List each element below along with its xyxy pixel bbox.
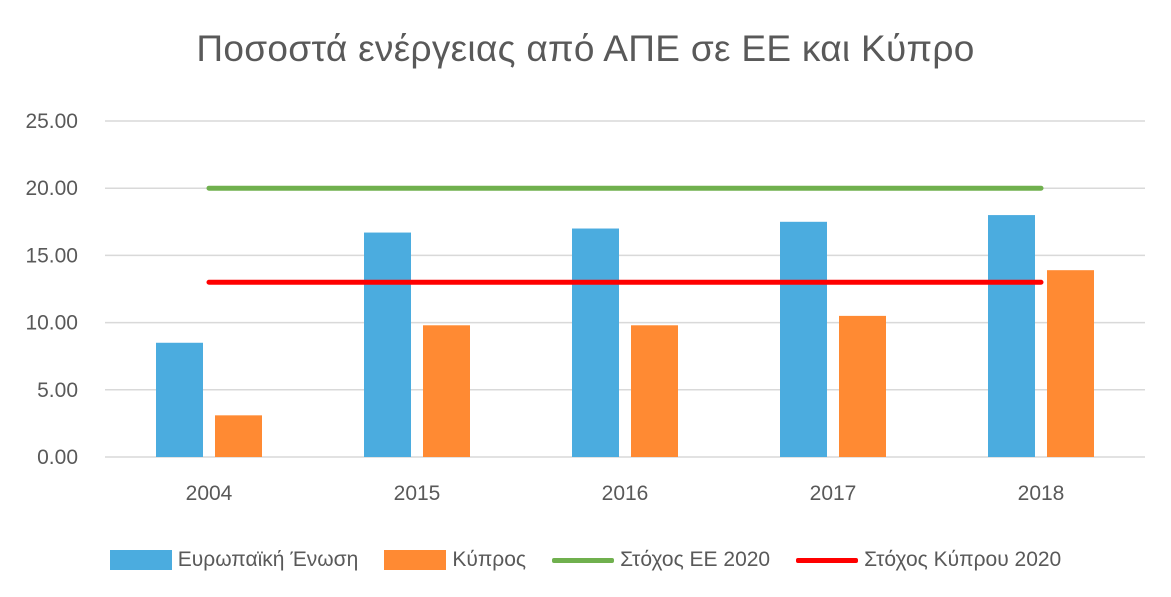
bar-0-3 (780, 221, 827, 457)
legend-item-cyprus: Κύπρος (384, 548, 526, 572)
x-tick-label-3: 2017 (810, 482, 857, 505)
y-tick-label-3: 15.00 (25, 244, 78, 267)
bar-0-0 (156, 342, 203, 457)
y-tick-label-2: 10.00 (25, 312, 78, 335)
bar-1-1 (423, 325, 470, 457)
bar-1-2 (631, 325, 678, 457)
legend-item-eu-target: Στόχος ΕΕ 2020 (552, 548, 770, 572)
legend-label-cyprus: Κύπρος (452, 548, 527, 571)
bar-1-3 (839, 315, 886, 457)
legend-swatch-eu-target (552, 557, 615, 563)
y-tick-label-0: 0.00 (37, 446, 78, 469)
bar-1-4 (1047, 270, 1094, 457)
legend-swatch-eu (109, 550, 172, 570)
x-tick-label-1: 2015 (394, 482, 441, 505)
bar-0-4 (988, 215, 1035, 457)
bar-0-2 (572, 228, 619, 457)
legend-item-cyprus-target: Στόχος Κύπρου 2020 (796, 548, 1061, 572)
chart-title: Ποσοστά ενέργειας από ΑΠΕ σε ΕΕ και Κύπρ… (196, 28, 975, 69)
legend-label-eu-target: Στόχος ΕΕ 2020 (620, 548, 771, 571)
y-tick-label-1: 5.00 (37, 379, 78, 402)
legend-swatch-cyprus-target (796, 557, 859, 563)
y-tick-label-5: 25.00 (25, 110, 78, 133)
legend-label-eu: Ευρωπαϊκή Ένωση (177, 548, 359, 571)
bar-0-1 (364, 232, 411, 457)
bar-1-0 (215, 415, 262, 457)
y-tick-label-4: 20.00 (25, 177, 78, 200)
chart-legend: Ευρωπαϊκή Ένωση Κύπρος Στόχος ΕΕ 2020 Στ… (0, 540, 1171, 580)
x-tick-label-2: 2016 (602, 482, 649, 505)
legend-swatch-cyprus (384, 550, 447, 570)
legend-label-cyprus-target: Στόχος Κύπρου 2020 (864, 548, 1062, 571)
legend-item-eu: Ευρωπαϊκή Ένωση (109, 548, 359, 572)
x-tick-label-4: 2018 (1018, 482, 1065, 505)
x-tick-label-0: 2004 (186, 482, 233, 505)
